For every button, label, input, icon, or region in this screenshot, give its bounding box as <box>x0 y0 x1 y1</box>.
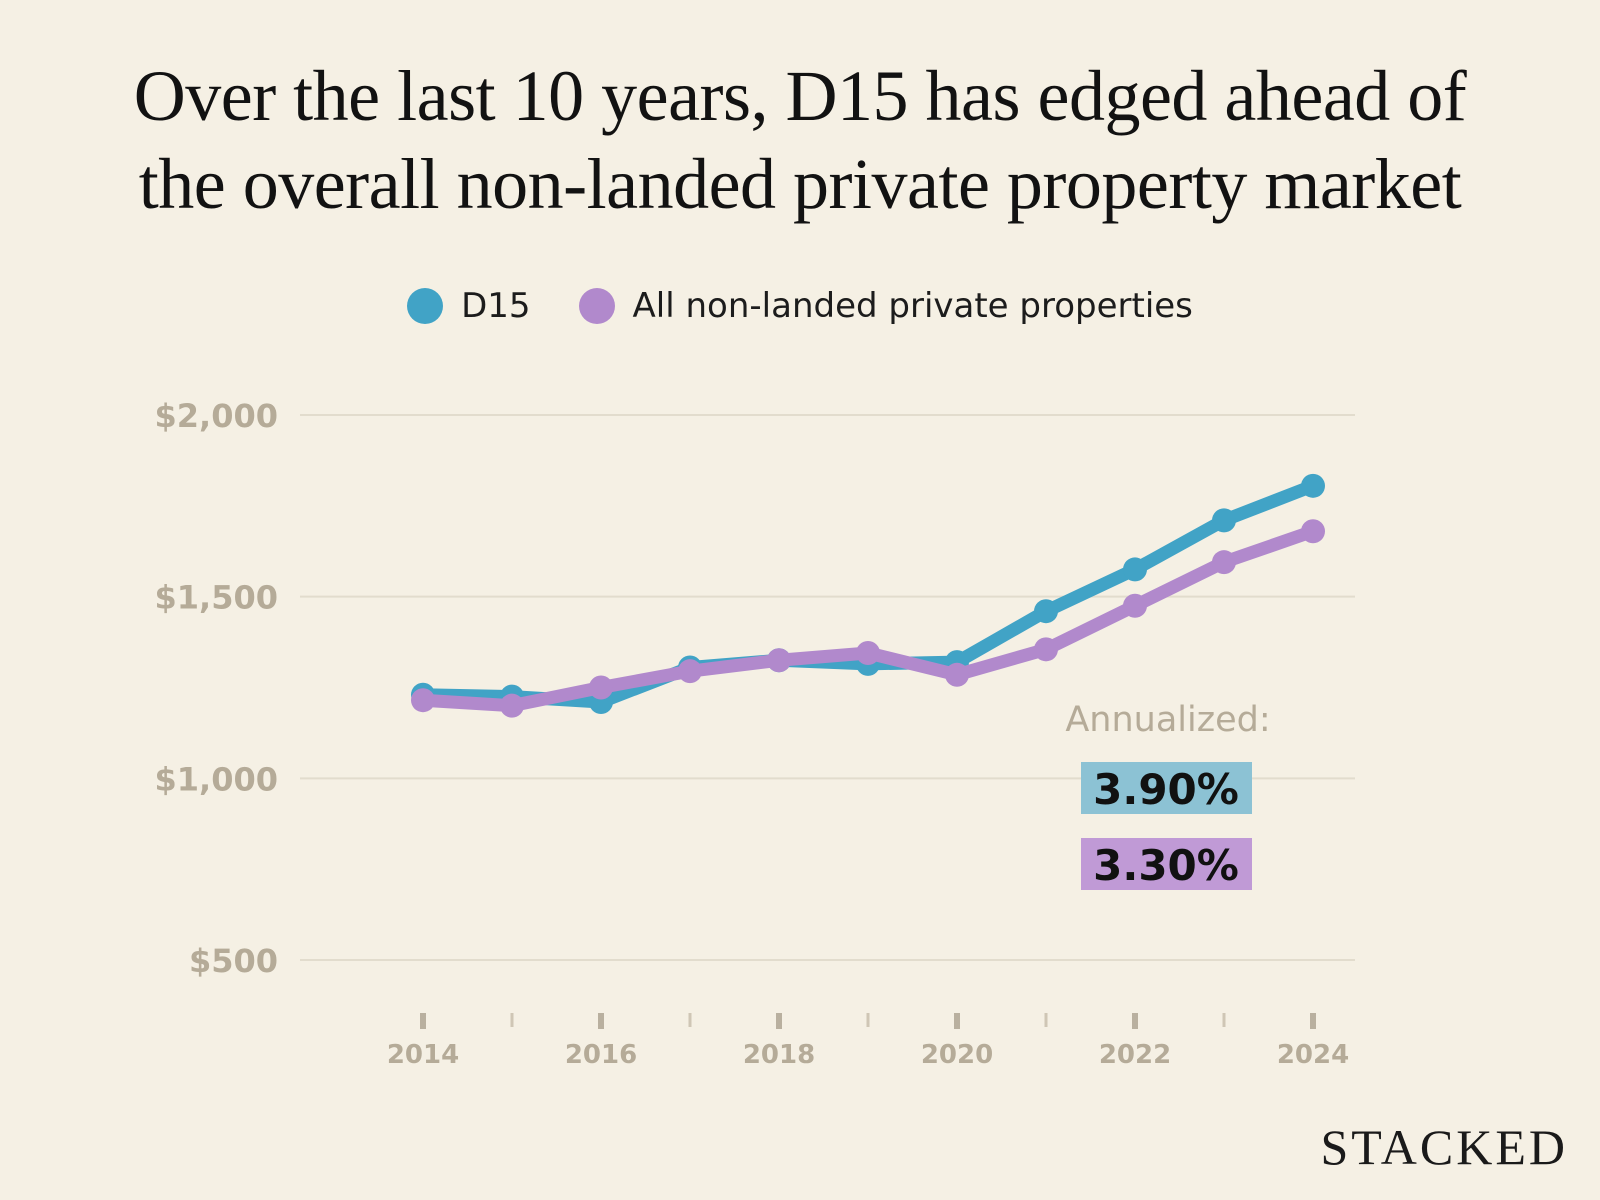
x-tick-mark <box>954 1013 960 1029</box>
data-point-all-non-landed <box>589 675 613 700</box>
series-line-all-non-landed <box>416 524 1320 713</box>
y-tick-label: $1,500 <box>155 579 278 617</box>
data-point-d15 <box>1034 599 1058 624</box>
legend-swatch-d15 <box>407 288 444 324</box>
x-tick-mark <box>776 1013 782 1029</box>
data-point-d15 <box>1212 508 1236 533</box>
x-tick-mark <box>866 1013 870 1027</box>
data-point-d15 <box>1301 473 1325 498</box>
chart-title: Over the last 10 years, D15 has edged ah… <box>0 52 1600 228</box>
annotation-value-d15: 3.90% <box>1093 765 1239 814</box>
legend-swatch-all-non-landed <box>578 288 615 324</box>
chart-legend: D15 All non-landed private properties <box>0 286 1600 326</box>
x-tick-label: 2018 <box>743 1040 815 1070</box>
x-tick-label: 2024 <box>1277 1040 1349 1070</box>
data-point-all-non-landed <box>1301 519 1325 544</box>
data-point-all-non-landed <box>1123 593 1147 618</box>
data-point-all-non-landed <box>411 688 435 713</box>
x-tick-label: 2020 <box>921 1040 993 1070</box>
data-point-d15 <box>1123 557 1147 582</box>
legend-item-all-non-landed: All non-landed private properties <box>578 286 1193 326</box>
x-tick-label: 2022 <box>1099 1040 1171 1070</box>
data-point-all-non-landed <box>500 693 524 718</box>
x-tick-mark <box>1310 1013 1316 1029</box>
data-point-all-non-landed <box>1034 637 1058 662</box>
brand-logo-stacked: STACKED <box>1320 1119 1568 1175</box>
legend-label-all-non-landed: All non-landed private properties <box>632 286 1193 326</box>
data-point-all-non-landed <box>1212 550 1236 575</box>
x-tick-mark <box>510 1013 514 1027</box>
x-tick-mark <box>1132 1013 1138 1029</box>
legend-item-d15: D15 <box>407 286 531 326</box>
data-point-all-non-landed <box>856 640 880 665</box>
data-point-all-non-landed <box>678 659 702 684</box>
chart-title-line-1: Over the last 10 years, D15 has edged ah… <box>133 56 1467 136</box>
annotation-badge-d15 <box>1081 762 1252 814</box>
annotation-value-all-non-landed: 3.30% <box>1093 841 1239 890</box>
x-tick-label: 2014 <box>387 1040 459 1070</box>
legend-label-d15: D15 <box>461 286 531 326</box>
annotation-label: Annualized: <box>1065 700 1270 740</box>
x-tick-mark <box>1044 1013 1048 1027</box>
x-tick-label: 2016 <box>565 1040 637 1070</box>
y-tick-label: $1,000 <box>155 760 278 798</box>
data-point-all-non-landed <box>767 648 791 673</box>
x-tick-mark <box>598 1013 604 1029</box>
y-tick-label: $2,000 <box>155 397 278 435</box>
y-tick-label: $500 <box>189 942 278 980</box>
data-point-all-non-landed <box>945 662 969 687</box>
annotation-badge-all-non-landed <box>1081 838 1252 890</box>
x-tick-mark <box>1222 1013 1226 1027</box>
chart-title-line-2: the overall non-landed private property … <box>138 144 1462 224</box>
x-tick-mark <box>420 1013 426 1029</box>
x-tick-mark <box>688 1013 692 1027</box>
